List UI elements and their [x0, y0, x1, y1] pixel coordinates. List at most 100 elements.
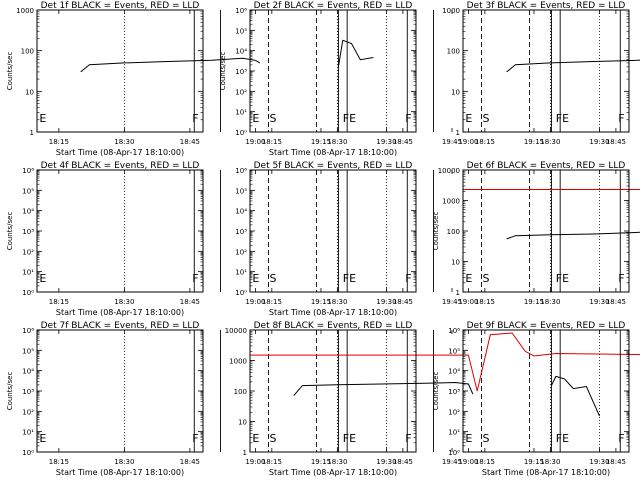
marker-f: F [192, 432, 198, 445]
y-tick-label: 10000 [225, 327, 247, 335]
chart-det-9: Det 9f BLACK = Events, RED = LLD 18:15 18:… [432, 321, 630, 477]
y-tick-label: 10⁴ [448, 368, 460, 376]
chart-det-5: Det 5f BLACK = Events, RED = LLD 18:15 18:… [235, 161, 609, 317]
y-tick-label: 10³ [235, 228, 247, 236]
marker-f: F [405, 112, 411, 125]
marker-e: E [252, 432, 259, 445]
y-tick-label: 10⁴ [235, 208, 247, 216]
y-tick-label: 10⁶ [448, 327, 460, 335]
y-axis-label: Counts/sec [6, 212, 14, 251]
x-axis-label: Start Time (08-Apr-17 18:10:00) [56, 308, 184, 317]
y-tick-label: 10⁰ [448, 449, 460, 457]
x-tick-label: 19:30 [376, 458, 396, 466]
y-tick-label: 10⁵ [22, 187, 34, 195]
y-tick-label: 1000 [229, 358, 247, 366]
marker-e: E [39, 272, 46, 285]
x-tick-label: 18:30 [540, 138, 560, 146]
y-tick-label: 10² [448, 408, 460, 416]
x-axis-label: Start Time (08-Apr-17 18:10:00) [56, 468, 184, 477]
plot-frame [249, 9, 417, 133]
plot-frame [249, 169, 417, 293]
y-tick-label: 10⁴ [235, 48, 247, 56]
y-tick-label: 10 [451, 259, 460, 267]
x-axis-label: Start Time (08-Apr-17 18:10:00) [269, 308, 397, 317]
y-tick-label: 10³ [235, 68, 247, 76]
chart-det-4: Det 4f BLACK = Events, RED = LLD 18:15 18:… [6, 161, 462, 317]
x-tick-label: 19:00 [458, 138, 478, 146]
marker-f: F [618, 432, 624, 445]
plot-frame [462, 329, 630, 453]
x-tick-label: 19:15 [524, 298, 544, 306]
x-tick-label: 19:15 [311, 458, 331, 466]
y-tick-label: 100 [447, 228, 460, 236]
plot-frame [462, 169, 630, 293]
lld-series-line [250, 332, 640, 392]
y-tick-label: 10¹ [448, 429, 460, 437]
x-tick-label: 19:30 [376, 298, 396, 306]
marker-s: S [483, 272, 490, 285]
y-tick-label: 1000 [442, 198, 460, 206]
x-tick-label: 18:45 [606, 298, 626, 306]
y-tick-label: 10³ [448, 388, 460, 396]
x-tick-label: 18:45 [393, 458, 413, 466]
x-tick-label: 19:00 [458, 458, 478, 466]
x-axis-label: Start Time (08-Apr-17 18:10:00) [56, 148, 184, 157]
x-tick-label: 18:45 [606, 138, 626, 146]
y-tick-label: 1 [30, 129, 34, 137]
y-tick-label: 10² [22, 248, 34, 256]
y-tick-label: 10⁵ [235, 27, 247, 35]
x-tick-label: 18:45 [180, 298, 200, 306]
y-tick-label: 10² [235, 248, 247, 256]
x-tick-label: 18:15 [49, 458, 69, 466]
y-tick-label: 10 [25, 88, 34, 96]
x-axis-label: Start Time (08-Apr-17 18:10:00) [269, 148, 397, 157]
x-tick-label: 18:45 [393, 138, 413, 146]
y-tick-label: 10¹ [235, 109, 247, 117]
y-tick-label: 10⁰ [22, 449, 34, 457]
events-series-line [550, 375, 600, 417]
events-series-line [337, 39, 374, 67]
y-tick-label: 10⁴ [22, 368, 34, 376]
y-tick-label: 10000 [438, 167, 460, 175]
chart-title: Det 4f BLACK = Events, RED = LLD [41, 161, 200, 171]
x-tick-label: 18:15 [262, 138, 282, 146]
y-tick-label: 10⁰ [235, 129, 247, 137]
marker-fe: FE [556, 432, 569, 445]
x-tick-label: 18:15 [475, 458, 495, 466]
marker-e: E [39, 432, 46, 445]
y-tick-label: 10 [451, 88, 460, 96]
y-tick-label: 1000 [442, 7, 460, 15]
plot-frame [36, 9, 204, 133]
x-tick-label: 19:30 [589, 138, 609, 146]
x-tick-label: 19:00 [458, 298, 478, 306]
chart-det-2: Det 2f BLACK = Events, RED = LLD 18:15 18:… [219, 1, 610, 157]
y-tick-label: 1 [243, 449, 247, 457]
y-tick-label: 100 [21, 48, 34, 56]
marker-fe: FE [556, 112, 569, 125]
chart-det-1: Det 1f BLACK = Events, RED = LLD 18:15 18:… [6, 1, 462, 157]
chart-title: Det 5f BLACK = Events, RED = LLD [254, 161, 413, 171]
chart-title: Det 9f BLACK = Events, RED = LLD [467, 321, 626, 331]
plot-frame [36, 329, 204, 453]
x-tick-label: 19:00 [245, 458, 265, 466]
y-tick-label: 10¹ [235, 269, 247, 277]
x-tick-label: 18:30 [114, 298, 134, 306]
marker-f: F [405, 432, 411, 445]
marker-f: F [192, 272, 198, 285]
x-tick-label: 19:30 [589, 458, 609, 466]
x-tick-label: 19:15 [311, 138, 331, 146]
y-tick-label: 10¹ [22, 269, 34, 277]
y-tick-label: 10⁶ [235, 7, 247, 15]
x-tick-label: 19:15 [524, 458, 544, 466]
plot-frame [249, 329, 417, 453]
marker-fe: FE [343, 112, 356, 125]
x-tick-label: 19:45 [442, 138, 462, 146]
y-tick-label: 10¹ [22, 429, 34, 437]
y-axis-label: Counts/sec [432, 372, 440, 411]
marker-e: E [465, 112, 472, 125]
y-tick-label: 10² [22, 408, 34, 416]
x-tick-label: 18:45 [180, 138, 200, 146]
marker-s: S [270, 112, 277, 125]
y-tick-label: 10 [238, 419, 247, 427]
chart-title: Det 7f BLACK = Events, RED = LLD [41, 321, 200, 331]
